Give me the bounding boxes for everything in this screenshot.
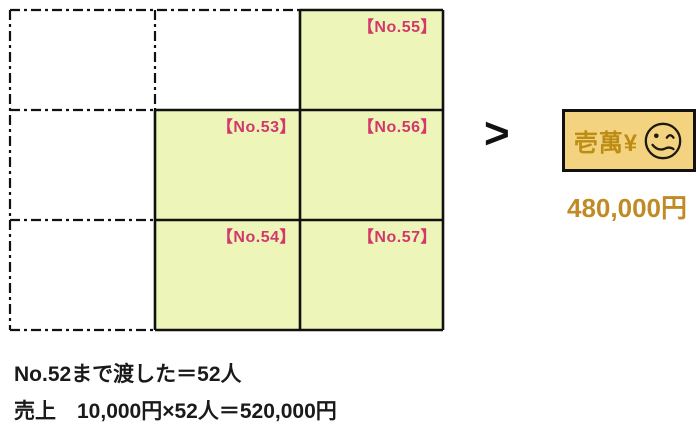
- seat-grid: 【No.55】 【No.53】 【No.56】 【No.54】 【No.57】: [8, 8, 445, 332]
- cell-label-no56: 【No.56】: [357, 119, 437, 136]
- greater-than-symbol: >: [484, 109, 510, 158]
- cell-no56-fill: [300, 110, 443, 220]
- cell-no54-fill: [155, 220, 300, 330]
- cell-label-no53: 【No.53】: [216, 119, 296, 136]
- banknote-amount: 480,000円: [567, 193, 687, 223]
- dashed-cell-borders: [8, 8, 300, 332]
- banknote: 壱萬¥: [562, 109, 696, 172]
- note-sales-line: 売上 10,000円×52人＝520,000円: [14, 400, 337, 423]
- note-handed-out-line: No.52まで渡した＝52人: [14, 363, 242, 386]
- cell-label-no57: 【No.57】: [357, 229, 437, 246]
- banknote-label: 壱萬¥: [573, 130, 639, 157]
- smiley-face-icon: [644, 122, 682, 159]
- cell-label-no54: 【No.54】: [216, 229, 296, 246]
- cell-no57-fill: [300, 220, 443, 330]
- grid-lines: [8, 8, 445, 332]
- solid-cell-borders: [153, 8, 445, 332]
- cell-no53-fill: [155, 110, 300, 220]
- cell-no55-fill: [300, 10, 443, 110]
- cell-label-no55: 【No.55】: [357, 19, 437, 36]
